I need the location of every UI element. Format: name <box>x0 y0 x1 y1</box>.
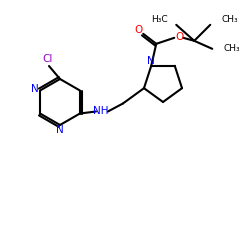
Text: Cl: Cl <box>43 54 53 64</box>
Text: O: O <box>175 32 183 42</box>
Text: N: N <box>31 84 39 94</box>
Text: N: N <box>147 56 155 66</box>
Text: CH₃: CH₃ <box>223 44 240 53</box>
Text: H₃C: H₃C <box>152 15 168 24</box>
Text: CH₃: CH₃ <box>221 15 238 24</box>
Text: O: O <box>134 25 142 35</box>
Text: NH: NH <box>93 106 109 116</box>
Text: N: N <box>56 125 64 135</box>
